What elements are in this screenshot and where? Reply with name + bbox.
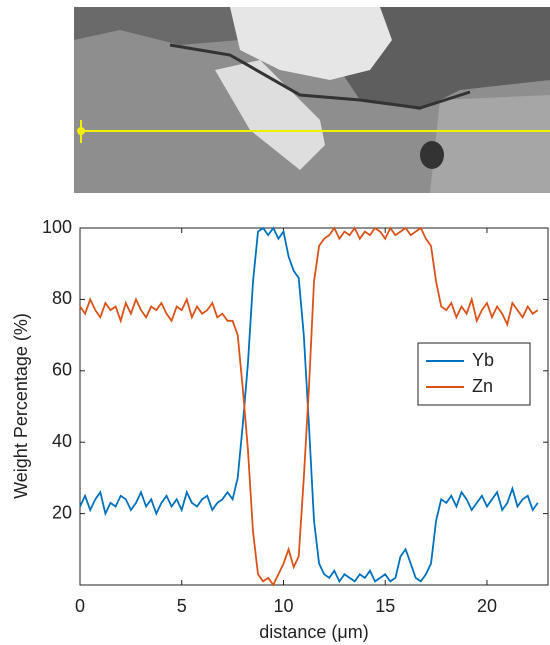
legend-label: Zn: [472, 376, 493, 396]
x-tick-label: 0: [75, 596, 85, 616]
micrograph-region: [430, 95, 550, 193]
x-tick-label: 20: [477, 596, 497, 616]
x-tick-label: 15: [375, 596, 395, 616]
micrograph-region: [340, 7, 550, 110]
legend-label: Yb: [472, 350, 494, 370]
y-tick-label: 100: [42, 217, 72, 237]
data-line: [79, 226, 539, 584]
bright-grain: [230, 7, 392, 80]
x-tick-label: 10: [273, 596, 293, 616]
data-line: [79, 226, 539, 587]
pore: [420, 141, 444, 169]
crack: [169, 43, 471, 110]
micrograph-region: [74, 7, 240, 45]
bright-grain: [215, 60, 325, 170]
y-tick-label: 60: [52, 360, 72, 380]
x-axis-label: distance (μm): [259, 622, 368, 642]
micrograph: [74, 7, 550, 193]
y-axis-label: Weight Percentage (%): [11, 313, 31, 499]
legend-box: [417, 342, 531, 406]
x-tick-label: 5: [177, 596, 187, 616]
scan-line-start: [77, 127, 85, 135]
y-tick-label: 40: [52, 431, 72, 451]
y-tick-label: 20: [52, 502, 72, 522]
y-tick-label: 80: [52, 288, 72, 308]
